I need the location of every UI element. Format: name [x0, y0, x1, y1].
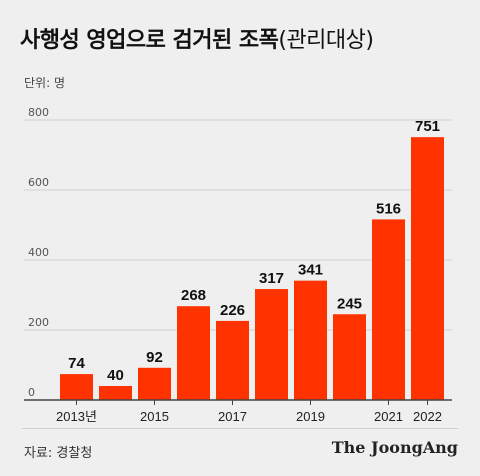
data-label: 92	[146, 349, 163, 366]
y-tick-label: 400	[28, 246, 49, 259]
x-tick-label: 2022	[413, 409, 442, 424]
x-tick-label: 2021	[374, 409, 403, 424]
chart-title: 사행성 영업으로 검거된 조폭(관리대상)	[20, 22, 374, 54]
data-label: 40	[107, 367, 124, 384]
chart-title-main: 사행성 영업으로 검거된 조폭	[20, 28, 279, 53]
data-label: 516	[376, 200, 401, 217]
x-tick-label: 2015	[140, 409, 169, 424]
data-label: 317	[259, 270, 284, 287]
y-tick-label: 200	[28, 316, 49, 329]
y-tick-label: 600	[28, 176, 49, 189]
bar	[177, 306, 210, 400]
y-tick-label: 0	[28, 386, 35, 399]
unit-label: 단위: 명	[24, 76, 65, 90]
x-tick-label: 2019	[296, 409, 325, 424]
source-label: 자료: 경찰청	[24, 446, 93, 461]
bar	[294, 280, 327, 400]
data-label: 751	[415, 118, 440, 135]
bar	[216, 320, 249, 400]
data-label: 245	[337, 295, 362, 312]
data-label: 341	[298, 262, 323, 279]
bar	[333, 314, 366, 400]
chart-title-suffix: (관리대상)	[278, 28, 374, 53]
bar	[99, 386, 132, 400]
footer-divider	[22, 428, 458, 429]
data-label: 226	[220, 302, 245, 319]
bar	[411, 137, 444, 400]
bar	[255, 289, 288, 400]
x-tick-label: 2013년	[56, 409, 97, 424]
bar	[60, 374, 93, 400]
y-tick-label: 800	[28, 106, 49, 119]
bar	[138, 367, 171, 400]
publisher-logo: The JoongAng	[331, 438, 458, 457]
x-tick-label: 2017	[218, 409, 247, 424]
bar	[372, 219, 405, 400]
data-label: 74	[68, 355, 85, 372]
data-label: 268	[181, 287, 206, 304]
